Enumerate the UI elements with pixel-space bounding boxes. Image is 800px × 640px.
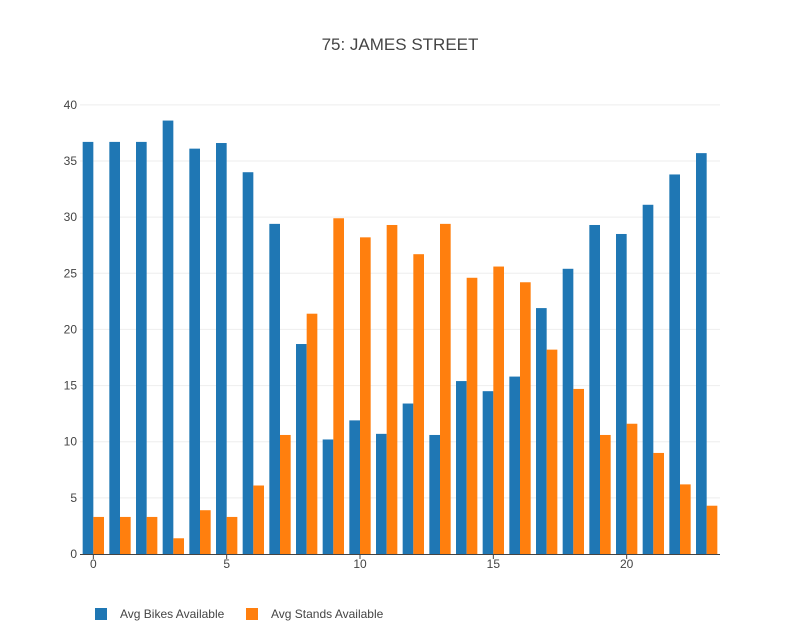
legend-label: Avg Stands Available: [271, 607, 384, 621]
bar-bikes-3[interactable]: [162, 120, 174, 554]
bar-stands-3[interactable]: [173, 538, 184, 554]
x-tick-label: 0: [90, 557, 97, 571]
bar-stands-17[interactable]: [546, 349, 558, 554]
x-tick-label: 5: [223, 557, 230, 571]
bar-bikes-20[interactable]: [616, 233, 627, 555]
bar-stands-2[interactable]: [146, 516, 158, 554]
y-tick-label: 20: [64, 322, 78, 336]
bar-bikes-21[interactable]: [642, 204, 654, 554]
y-tick-label: 35: [64, 154, 78, 168]
chart-title: 75: JAMES STREET: [322, 35, 479, 54]
grid: [80, 104, 720, 499]
legend-item-bikes[interactable]: Avg Bikes Available: [95, 607, 225, 621]
bar-bikes-0[interactable]: [82, 141, 94, 554]
legend-swatch: [95, 608, 107, 620]
legend[interactable]: Avg Bikes Available Avg Stands Available: [95, 607, 384, 621]
bar-stands-16[interactable]: [520, 282, 531, 554]
bar-bikes-18[interactable]: [562, 268, 574, 554]
bar-bikes-7[interactable]: [269, 223, 280, 554]
bar-stands-8[interactable]: [306, 313, 318, 554]
bar-stands-23[interactable]: [706, 505, 718, 554]
y-tick-label: 25: [64, 266, 78, 280]
bar-bikes-12[interactable]: [402, 403, 414, 554]
bar-stands-7[interactable]: [280, 434, 291, 554]
bar-bikes-6[interactable]: [242, 172, 254, 554]
bar-stands-4[interactable]: [200, 510, 211, 554]
y-tick-label: 5: [70, 491, 77, 505]
bar-stands-0[interactable]: [93, 516, 104, 554]
bar-stands-5[interactable]: [226, 516, 238, 554]
bar-stands-1[interactable]: [120, 516, 131, 554]
bar-bikes-15[interactable]: [482, 391, 494, 554]
y-tick-label: 15: [64, 379, 78, 393]
legend-label: Avg Bikes Available: [120, 607, 225, 621]
bars: [82, 120, 718, 555]
legend-item-stands[interactable]: Avg Stands Available: [246, 607, 384, 621]
bar-stands-12[interactable]: [413, 254, 424, 554]
y-tick-label: 0: [70, 547, 77, 561]
bar-bikes-4[interactable]: [189, 148, 200, 554]
bar-bikes-16[interactable]: [509, 376, 520, 554]
bar-bikes-5[interactable]: [216, 143, 227, 554]
bar-bikes-13[interactable]: [429, 434, 440, 554]
y-tick-label: 40: [64, 98, 78, 112]
bar-stands-10[interactable]: [360, 237, 371, 554]
bar-stands-21[interactable]: [653, 452, 664, 554]
x-tick-label: 20: [620, 557, 634, 571]
bar-bikes-22[interactable]: [669, 174, 680, 554]
bar-stands-9[interactable]: [333, 218, 344, 554]
legend-swatch: [246, 608, 258, 620]
y-tick-label: 30: [64, 210, 78, 224]
bar-bikes-14[interactable]: [456, 381, 467, 554]
bar-stands-11[interactable]: [386, 224, 398, 555]
bar-bikes-10[interactable]: [349, 420, 360, 554]
axes: 0 5 10 15 20 25 30 35 40 0 5 10 15 20: [64, 98, 720, 571]
bar-stands-22[interactable]: [680, 484, 691, 554]
y-tick-label: 10: [64, 435, 78, 449]
x-tick-label: 10: [353, 557, 367, 571]
bar-bikes-9[interactable]: [322, 439, 334, 554]
bar-bikes-11[interactable]: [376, 433, 387, 554]
bar-bikes-2[interactable]: [136, 141, 147, 554]
bar-stands-18[interactable]: [573, 388, 584, 554]
bar-stands-13[interactable]: [440, 223, 451, 554]
bar-stands-19[interactable]: [600, 434, 611, 554]
bar-stands-6[interactable]: [253, 485, 264, 555]
bar-bikes-8[interactable]: [296, 344, 307, 554]
bar-stands-20[interactable]: [626, 423, 638, 554]
bar-bikes-19[interactable]: [589, 224, 600, 555]
x-tick-label: 15: [487, 557, 501, 571]
bar-stands-14[interactable]: [466, 277, 478, 554]
bar-stands-15[interactable]: [493, 266, 504, 554]
bar-bikes-1[interactable]: [109, 141, 120, 554]
bar-bikes-23[interactable]: [696, 153, 707, 554]
bar-bikes-17[interactable]: [536, 308, 547, 554]
